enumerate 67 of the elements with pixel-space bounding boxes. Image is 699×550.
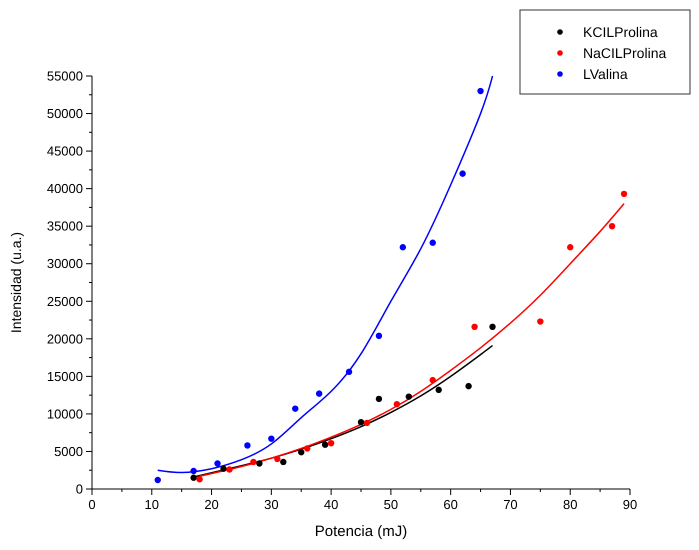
x-tick-label: 0 (88, 497, 96, 512)
y-axis-title: Intensidad (u.a.) (8, 232, 24, 334)
point (328, 440, 334, 446)
point (567, 244, 574, 250)
point (406, 393, 412, 400)
y-tick-label: 5000 (54, 444, 83, 459)
point (376, 396, 382, 402)
point (250, 458, 257, 466)
x-tick-label: 70 (503, 497, 518, 512)
point (376, 332, 382, 340)
point (292, 405, 298, 412)
point (477, 88, 484, 94)
x-tick-label: 80 (562, 497, 578, 512)
x-tick-label: 10 (144, 497, 160, 512)
point (608, 222, 616, 230)
point (244, 442, 251, 449)
y-tick-label: 45000 (46, 144, 83, 159)
point (268, 435, 275, 442)
y-tick-label: 0 (76, 482, 83, 496)
x-tick-label: 40 (324, 497, 338, 512)
point (322, 441, 328, 448)
point (274, 456, 281, 462)
line-series (157, 75, 494, 474)
x-tick-label: 50 (384, 497, 398, 512)
point (298, 449, 304, 456)
x-tick-label: 20 (204, 497, 219, 512)
x-tick-label: 90 (622, 497, 638, 512)
legend-label: KCILProlina (583, 24, 658, 40)
point (220, 466, 227, 472)
legend-label: LValina (583, 66, 628, 82)
point (358, 418, 364, 426)
point (304, 445, 310, 452)
point (537, 318, 544, 325)
x-axis-title: Potencia (mJ) (314, 523, 408, 540)
point (430, 240, 436, 246)
x-tick-label: 30 (264, 497, 279, 512)
point (214, 460, 221, 467)
x-tick-label: 60 (443, 497, 458, 512)
y-tick-label: 40000 (46, 181, 83, 196)
point (346, 368, 352, 376)
y-tick-label: 55000 (46, 68, 83, 84)
y-tick-label: 50000 (46, 106, 83, 122)
point (459, 170, 466, 177)
point (364, 420, 370, 426)
point (400, 244, 406, 250)
point (465, 382, 472, 390)
y-tick-label: 30000 (46, 256, 83, 272)
point (256, 460, 263, 467)
y-tick-label: 15000 (46, 368, 83, 384)
point (620, 190, 628, 198)
y-tick-label: 25000 (46, 294, 83, 309)
point (430, 376, 436, 384)
y-tick-label: 10000 (46, 406, 83, 422)
legend-label: NaCILProlina (583, 45, 666, 61)
point (316, 390, 322, 397)
point (489, 324, 496, 330)
point (196, 476, 203, 482)
point (190, 474, 197, 481)
y-tick-label: 20000 (46, 331, 83, 346)
y-tick-label: 35000 (46, 218, 83, 234)
point (394, 400, 400, 408)
point (154, 476, 161, 484)
point (226, 466, 233, 473)
point (280, 458, 286, 466)
point (190, 468, 197, 474)
point (471, 324, 478, 330)
point (436, 386, 442, 394)
